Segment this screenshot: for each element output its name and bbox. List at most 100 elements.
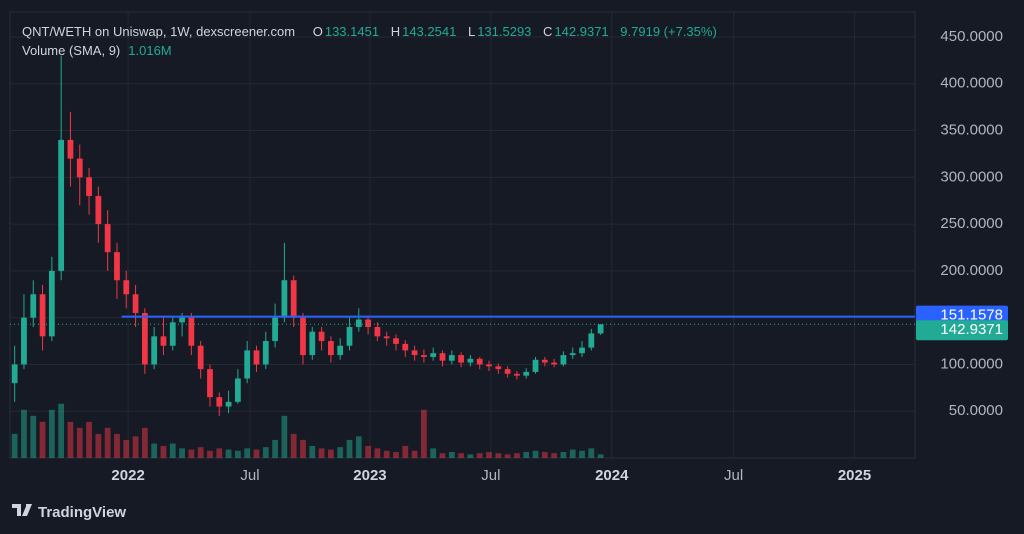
candle-body [532, 359, 539, 372]
candle-body [21, 317, 27, 365]
candle-body [225, 401, 232, 407]
volume-bar [30, 415, 37, 458]
candle-body [48, 270, 55, 337]
volume-bar [439, 453, 446, 458]
volume-bar [318, 448, 325, 458]
candle-body [132, 294, 139, 313]
candle-body [86, 177, 92, 197]
candle-body [383, 336, 390, 339]
volume-bar [523, 451, 530, 458]
volume-bar [188, 449, 195, 458]
candle-body [346, 327, 353, 346]
ohlc-label: C [543, 24, 553, 39]
volume-bar [309, 445, 316, 458]
candle-body [104, 224, 111, 253]
candle-body [486, 364, 492, 367]
candle-body [374, 327, 381, 337]
candle-body [337, 345, 344, 356]
candle-body [95, 196, 102, 225]
y-tick-label: 100.0000 [940, 355, 1003, 372]
plot-area [9, 11, 916, 459]
candle-body [216, 397, 223, 407]
volume-bar [216, 448, 223, 458]
brand-logo [12, 504, 32, 516]
candle-body [514, 373, 520, 376]
candle-body [290, 280, 297, 318]
volume-bar [132, 436, 139, 458]
candle-body [39, 294, 46, 337]
volume-bar [21, 409, 27, 458]
y-tick-label: 350.0000 [940, 122, 1003, 139]
volume-bar [141, 427, 148, 458]
volume-bar [179, 448, 185, 458]
volume-bar [225, 449, 232, 458]
volume-bar [67, 421, 74, 458]
volume-bar [514, 453, 520, 458]
volume-bar [421, 409, 427, 458]
ohlc-value: 142.9371 [554, 24, 609, 39]
volume-bar [579, 450, 585, 458]
candle-body [197, 345, 204, 370]
candle-body [272, 317, 278, 342]
candle-body [58, 139, 65, 271]
x-tick-label: 2025 [838, 467, 871, 484]
volume-bar [551, 453, 557, 458]
candle-body [476, 358, 483, 365]
candle-body [160, 336, 167, 346]
candle-body [523, 371, 530, 376]
change: 9.7919 (+7.35%) [620, 24, 717, 39]
volume-bar [476, 453, 483, 458]
candle-body [207, 369, 213, 398]
volume-legend: Volume (SMA, 9) 1.016M [22, 43, 180, 58]
price-label: 142.9371 [940, 321, 1003, 338]
volume-bar [346, 439, 353, 458]
candle-body [439, 353, 446, 361]
volume-bar [355, 436, 362, 458]
volume-value: 1.016M [128, 43, 172, 58]
ohlc-value: 133.1451 [324, 24, 380, 39]
candle-body [411, 350, 418, 356]
symbol-title: QNT/WETH on Uniswap, 1W, dexscreener.com [22, 24, 296, 39]
candle-body [76, 158, 83, 178]
volume-bar [104, 427, 111, 458]
volume-bar [532, 450, 539, 458]
candle-body [448, 355, 455, 361]
candle-body [151, 336, 158, 365]
candle-body [467, 358, 474, 363]
volume-bar [495, 453, 502, 458]
volume-bar [541, 451, 548, 458]
volume-bar [560, 451, 567, 458]
candle-body [541, 359, 548, 363]
candle-body [188, 317, 195, 346]
brand[interactable]: TradingView [12, 504, 126, 521]
volume-bar [169, 443, 176, 458]
volume-bar [197, 447, 204, 458]
x-tick-label: 2022 [111, 467, 144, 484]
volume-bar [569, 449, 576, 458]
volume-bar [253, 449, 260, 458]
y-tick-label: 400.0000 [940, 75, 1003, 92]
candle-body [328, 341, 334, 356]
y-tick-label: 250.0000 [940, 215, 1003, 232]
candle-body [495, 366, 502, 370]
candle-body [355, 319, 362, 328]
x-tick-label: 2024 [595, 467, 629, 484]
x-tick-label: Jul [481, 467, 500, 484]
candle-body [253, 350, 260, 365]
volume-bar [393, 451, 399, 458]
candle-body [597, 324, 604, 334]
candle-body [560, 355, 567, 365]
volume-bar [48, 409, 55, 458]
y-tick-label: 200.0000 [940, 262, 1003, 279]
volume-bar [402, 445, 409, 458]
candle-body [504, 369, 511, 374]
volume-label: Volume (SMA, 9) [22, 43, 121, 58]
volume-bar [207, 450, 213, 458]
volume-bar [300, 439, 306, 458]
y-tick-label: 50.0000 [949, 402, 1003, 419]
ohlc-label: L [467, 24, 476, 39]
candle-body [300, 317, 306, 356]
volume-bar [262, 447, 269, 458]
